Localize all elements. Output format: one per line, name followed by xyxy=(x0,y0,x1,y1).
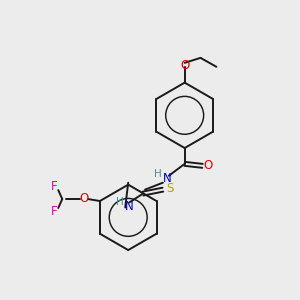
Text: N: N xyxy=(125,200,134,213)
Text: H: H xyxy=(116,196,124,206)
Text: F: F xyxy=(51,180,58,193)
Text: S: S xyxy=(166,182,173,195)
Text: O: O xyxy=(204,159,213,172)
Text: O: O xyxy=(180,59,189,72)
Text: F: F xyxy=(51,206,58,218)
Text: N: N xyxy=(163,172,171,185)
Text: H: H xyxy=(154,169,162,179)
Text: O: O xyxy=(80,192,89,205)
